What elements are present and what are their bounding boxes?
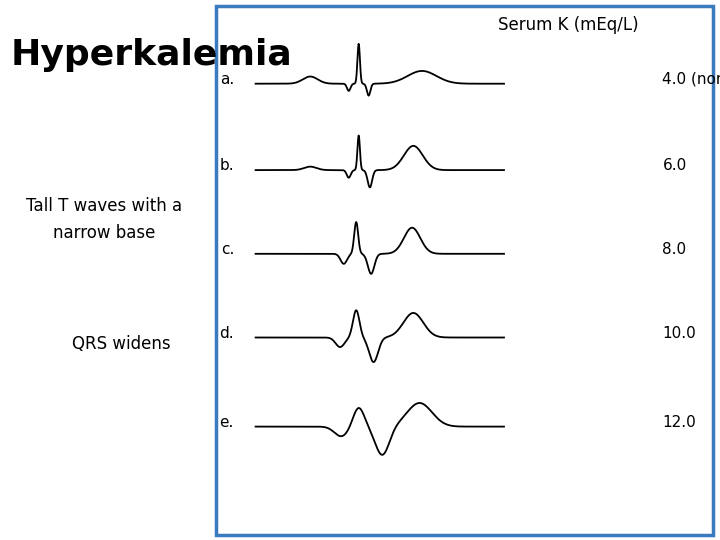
Text: a.: a. — [220, 72, 234, 87]
Text: Tall T waves with a: Tall T waves with a — [27, 197, 182, 215]
Text: 4.0 (normal): 4.0 (normal) — [662, 72, 720, 87]
Text: 8.0: 8.0 — [662, 242, 687, 257]
Text: b.: b. — [220, 158, 234, 173]
Text: d.: d. — [220, 326, 234, 341]
Text: c.: c. — [220, 242, 234, 257]
Text: Serum K (mEq/L): Serum K (mEq/L) — [498, 16, 639, 34]
Text: e.: e. — [220, 415, 234, 430]
Text: Hyperkalemia: Hyperkalemia — [11, 38, 292, 72]
Text: QRS widens: QRS widens — [72, 335, 171, 353]
FancyBboxPatch shape — [216, 6, 713, 535]
Text: 12.0: 12.0 — [662, 415, 696, 430]
Text: 10.0: 10.0 — [662, 326, 696, 341]
Text: 6.0: 6.0 — [662, 158, 687, 173]
Text: narrow base: narrow base — [53, 224, 156, 242]
